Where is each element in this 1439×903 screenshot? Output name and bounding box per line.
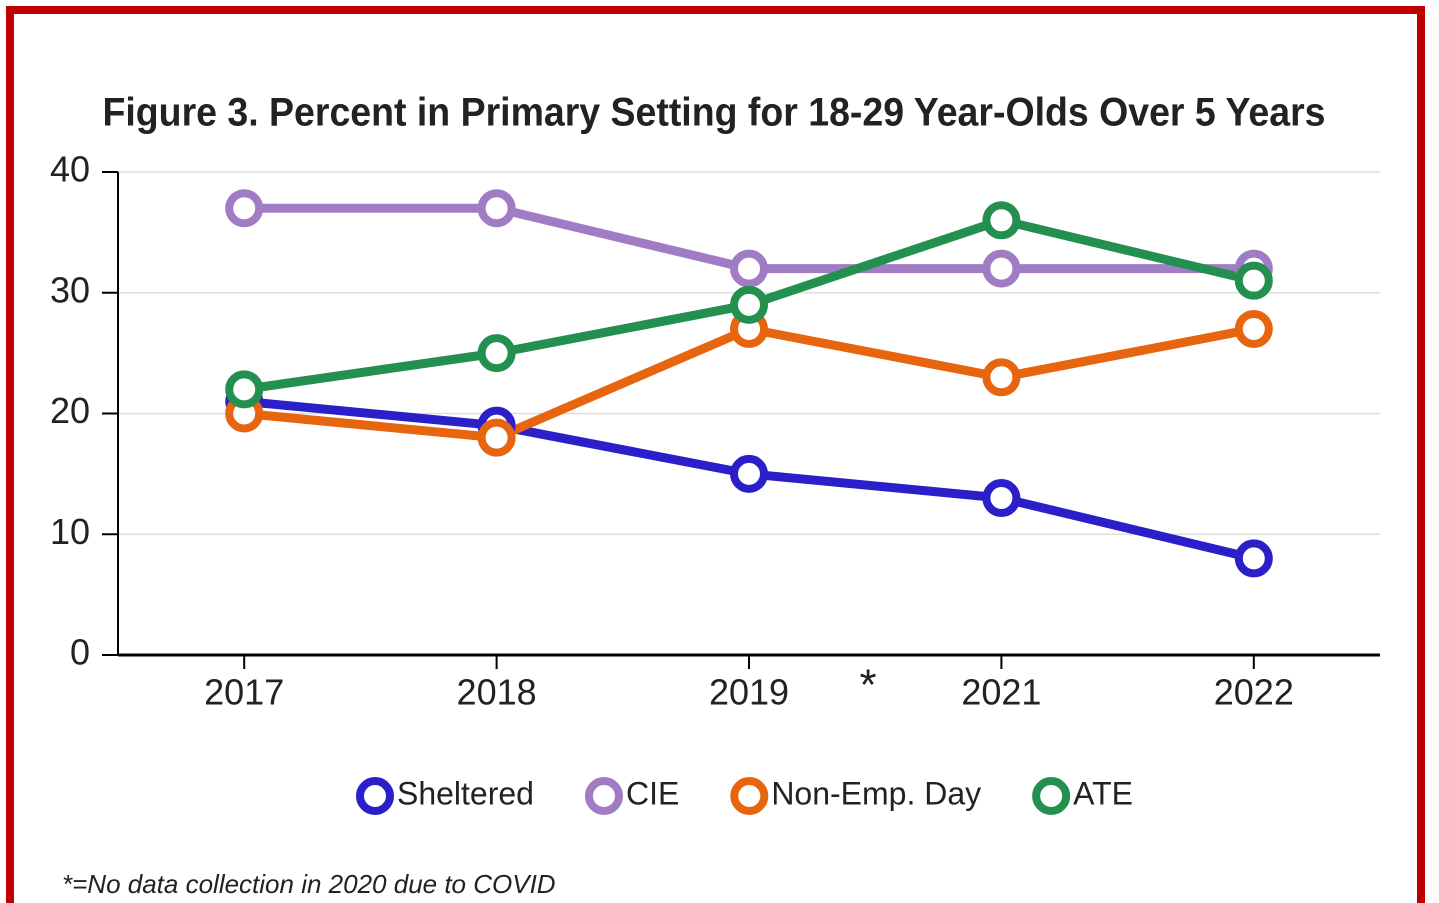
legend-label: ATE: [1073, 775, 1133, 811]
legend-label: Non-Emp. Day: [771, 775, 981, 811]
point-marker: [1234, 261, 1273, 300]
point-marker: [477, 334, 516, 373]
footnote: *=No data collection in 2020 due to COVI…: [62, 869, 556, 899]
y-tick-label: 20: [50, 390, 90, 431]
legend-marker: [355, 777, 394, 815]
point-marker: [982, 358, 1021, 397]
legend-label: Sheltered: [397, 775, 534, 811]
gap-marker: *: [859, 661, 876, 710]
y-tick-label: 0: [70, 632, 90, 673]
point-marker: [982, 249, 1021, 288]
chart-title: Figure 3. Percent in Primary Setting for…: [103, 91, 1326, 135]
legend-marker: [1032, 777, 1071, 815]
point-marker: [1234, 539, 1273, 578]
point-marker: [225, 370, 264, 409]
frame: [6, 6, 1425, 903]
point-marker: [1234, 309, 1273, 348]
legend-marker: [730, 777, 769, 815]
point-marker: [982, 479, 1021, 518]
point-marker: [225, 189, 264, 228]
y-tick-label: 30: [50, 269, 90, 310]
y-tick-label: 40: [50, 149, 90, 190]
y-tick-label: 10: [50, 511, 90, 552]
point-marker: [477, 189, 516, 228]
x-tick-label: 2019: [709, 672, 789, 713]
point-marker: [730, 285, 768, 324]
x-tick-label: 2018: [457, 672, 537, 713]
x-tick-label: 2021: [961, 672, 1041, 713]
point-marker: [477, 418, 516, 457]
legend-marker: [584, 777, 623, 815]
point-marker: [982, 201, 1021, 240]
legend-label: CIE: [626, 775, 679, 811]
x-tick-label: 2017: [204, 672, 284, 713]
x-tick-label: 2022: [1214, 672, 1294, 713]
point-marker: [730, 249, 768, 288]
point-marker: [730, 454, 768, 493]
